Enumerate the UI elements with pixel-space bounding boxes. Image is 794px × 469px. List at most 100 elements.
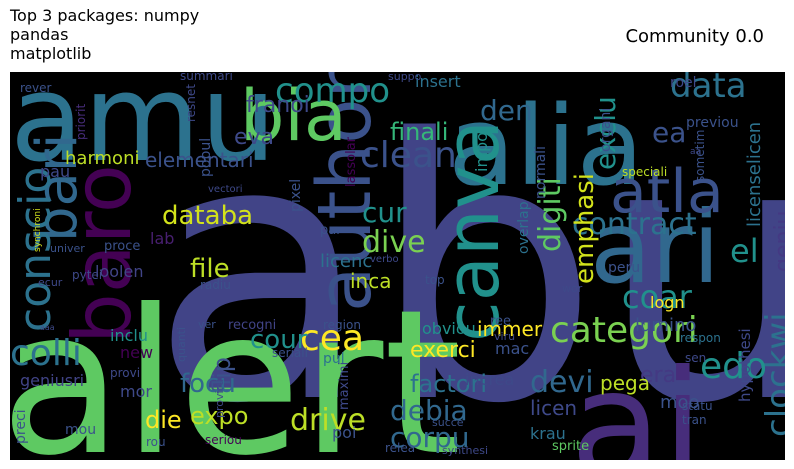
word-edo: edo (700, 346, 767, 387)
word-licen: licen (530, 396, 577, 420)
word-proviru: proviru (213, 379, 226, 418)
word-sometim: sometim (693, 130, 707, 182)
word-lassolar: lassolar (344, 136, 359, 187)
word-devi: devi (530, 365, 594, 400)
word-priorit: priorit (74, 104, 88, 140)
word-flip: flip (208, 357, 236, 394)
word-summari: summari (180, 72, 233, 83)
word-provi: provi (110, 366, 140, 380)
word-era: era (640, 363, 676, 388)
chart-title: Top 3 packages: numpy pandas matplotlib (10, 6, 200, 63)
word-coar: coar (622, 278, 693, 316)
word-synthesi: synthesi (442, 444, 488, 457)
word-logn: logn (650, 293, 685, 312)
word-baro: baro (56, 164, 149, 344)
word-popul: popul (198, 138, 214, 177)
word-top: top (425, 273, 445, 287)
word-univer: univer (50, 242, 85, 255)
word-el: el (730, 232, 759, 270)
word-franoi: franoi (246, 93, 310, 118)
word-speciali: speciali (622, 165, 667, 179)
word-exclu: exclu (589, 96, 622, 170)
word-wor: wor (562, 282, 583, 295)
word-ver: ver (198, 318, 216, 331)
word-harmoni: harmoni (65, 148, 139, 169)
word-ari: ari (590, 189, 720, 306)
word-atla: atla (610, 157, 724, 227)
word-lumino: lumino (635, 315, 696, 336)
word-statu: statu (682, 399, 713, 413)
word-pau: pau (40, 162, 70, 181)
word-cloud: abu alert ai amu alia ari canva authori bia atla b… (10, 72, 785, 460)
word-finali: finali (390, 118, 448, 146)
word-pega: pega (600, 371, 650, 395)
word-corpu: corpu (390, 421, 470, 454)
word-obviou: obviou (422, 319, 476, 338)
word-previou: previou (686, 115, 739, 131)
word-inca: inca (350, 269, 391, 293)
word-seriou: seriou (205, 433, 242, 447)
word-compo: compo (275, 72, 390, 111)
word-synchroni: synchroni (33, 208, 43, 252)
word-mor: mor (120, 382, 152, 401)
word-elementari: elementari (145, 148, 254, 172)
word-succe: succe (432, 416, 464, 429)
word-region: region (323, 318, 361, 332)
word-preci: preci (13, 409, 29, 444)
word-proce: proce (104, 239, 140, 254)
word-rever: rever (20, 81, 52, 95)
word-mou: mou (65, 422, 96, 438)
word-alia: alia (448, 82, 644, 210)
word-ecur: ecur (38, 276, 63, 289)
word-cea: cea (300, 318, 364, 359)
word-mac: mac (495, 339, 529, 358)
word-peru: peru (608, 260, 640, 276)
word-verbo: verbo (370, 254, 399, 265)
word-aaa: aaa (40, 323, 55, 332)
word-alert: alert (10, 267, 462, 460)
word-authori: authori (302, 72, 388, 312)
word-viru: viru (494, 330, 515, 343)
word-immer: immer (477, 317, 543, 341)
word-geniu: geniu (771, 211, 785, 273)
word-normali: normali (533, 146, 549, 199)
word-respon: respon (680, 331, 721, 345)
word-pul: pul (323, 351, 345, 367)
word-dive: dive (362, 225, 426, 260)
word-ea: ea (652, 116, 686, 149)
word-file: file (190, 254, 230, 284)
word-sprite: sprite (552, 439, 589, 454)
word-emphasi: emphasi (570, 173, 600, 284)
word-bari: bari (25, 134, 90, 242)
word-organi: organi (598, 108, 614, 152)
word-ree: ree (490, 314, 511, 329)
word-die: die (145, 406, 182, 434)
word-factori: factori (410, 370, 487, 398)
word-overlap: overlap (516, 201, 532, 254)
word-relea: relea (385, 441, 415, 455)
word-pytei: pytei (72, 268, 102, 282)
word-resnet: resnet (184, 84, 198, 122)
word-par: par (320, 223, 342, 238)
word-recogni: recogni (228, 318, 276, 333)
word-bia: bia (240, 75, 347, 157)
word-abu: abu (150, 72, 785, 460)
word-pixel: pixel (288, 179, 304, 212)
word-increa: increa (465, 370, 514, 389)
word-roel: roel (670, 75, 697, 91)
word-digiti: digiti (533, 177, 568, 252)
word-focu: focu (180, 369, 236, 399)
word-vectori: vectori (208, 184, 243, 195)
word-tran: tran (682, 413, 707, 427)
word-inclu: inclu (110, 326, 148, 345)
word-colli: colli (10, 333, 82, 374)
word-licenselicen: licenselicen (744, 122, 765, 227)
word-cloud-background (10, 72, 785, 460)
word-poi: poi (332, 423, 356, 442)
word-krau: krau (530, 424, 566, 443)
word-expo: expo (190, 402, 248, 430)
word-clockwi: clockwi (759, 312, 785, 437)
word-exerci: exerci (410, 338, 476, 363)
word-rou: rou (146, 435, 166, 449)
